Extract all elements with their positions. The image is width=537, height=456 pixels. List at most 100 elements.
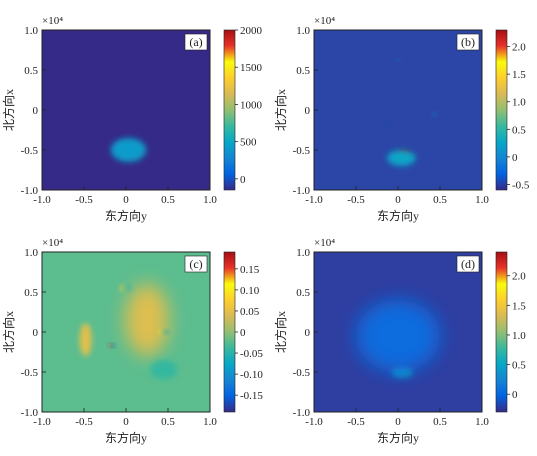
panel-a: (a) ×10⁴ 1.00.50-0.5-1.0 -1.0 -0.5 0 0.5 1.0… [1, 15, 263, 223]
colorbar-d [495, 251, 508, 413]
colorbar-tick-label-c-4: -0.05 [240, 348, 263, 360]
x-tick-label-c-2: 0 [123, 416, 129, 428]
y-tick-label-c-1: 0.5 [24, 287, 38, 299]
feature-c-0 [125, 284, 169, 356]
y-tick-label-c-3: -0.5 [21, 367, 39, 379]
colorbar-ticks-c: 0.15 0.10 0.05 0 -0.05 -0.10 -0.15 [235, 264, 263, 402]
colorbar-tick-label-d-1: 1.5 [512, 300, 526, 312]
panel-label-b: (b) [461, 35, 475, 49]
y-tick-label-d-4: -1.0 [293, 407, 311, 419]
axis-multiplier-d: ×10⁴ [314, 237, 335, 249]
colorbar-tick-label-c-0: 0.15 [240, 264, 260, 276]
plot-area-b [314, 30, 482, 190]
feature-c-3 [150, 360, 178, 380]
y-tick-label-d-3: -0.5 [293, 367, 311, 379]
colorbar-tick-label-a-1: 1500 [240, 62, 263, 74]
axis-multiplier-b: ×10⁴ [314, 15, 335, 27]
feature-b-2 [385, 122, 389, 126]
x-tick-label-b-3: 0.5 [433, 194, 447, 206]
colorbar-c [223, 251, 236, 413]
x-tick-label-d-0: -1.0 [305, 416, 323, 428]
features-c [79, 284, 178, 380]
x-tick-label-d-2: 0 [395, 416, 401, 428]
x-tick-label-c-0: -1.0 [33, 416, 51, 428]
features-d [356, 300, 440, 378]
colorbar-ticks-a: 2000 1500 1000 500 0 [235, 25, 263, 186]
panel-label-box-a [184, 33, 208, 51]
y-axis-label-a: 北方向x [1, 89, 16, 131]
x-ticks-b: -1.0 -0.5 0 0.5 1.0 [305, 186, 489, 206]
panel-b: (b) ×10⁴ 1.00.50-0.5-1.0 -1.0 -0.5 0 0.5 1.0… [273, 15, 530, 223]
x-tick-label-d-3: 0.5 [433, 416, 447, 428]
feature-c-6 [158, 330, 164, 334]
y-tick-label-c-2: 0 [33, 327, 39, 339]
features-a [110, 138, 147, 162]
x-ticks-a: -1.0 -0.5 0 0.5 1.0 [33, 186, 217, 206]
x-tick-label-a-4: 1.0 [203, 194, 217, 206]
features-b [385, 59, 436, 166]
feature-b-1 [387, 150, 416, 166]
colorbar-tick-label-b-4: 0 [512, 152, 518, 164]
y-ticks-d: 1.0 0.5 0 -0.5 -1.0 [293, 247, 318, 419]
y-axis-label-d: 北方向x [273, 311, 288, 353]
x-axis-label-d: 东方向y [377, 430, 419, 445]
x-tick-label-a-1: -0.5 [75, 194, 93, 206]
feature-b-4 [395, 59, 401, 62]
feature-c-8 [120, 285, 126, 291]
x-tick-label-b-2: 0 [395, 194, 401, 206]
feature-c-5 [108, 344, 112, 348]
y-tick-label-b-2: 0 [305, 105, 311, 117]
y-tick-label-a-1: 0.5 [24, 65, 38, 77]
plot-area-a [42, 30, 210, 190]
feature-b-3 [432, 112, 436, 116]
colorbar-a [223, 29, 236, 191]
axis-multiplier-c: ×10⁴ [42, 237, 63, 249]
y-axis-label-b: 北方向x [273, 89, 288, 131]
axis-multiplier-a: ×10⁴ [42, 15, 63, 27]
panel-label-box-c [184, 255, 208, 273]
feature-c-1 [79, 324, 92, 356]
x-axis-label-a: 东方向y [105, 208, 147, 223]
colorbar-tick-label-c-5: -0.10 [240, 369, 263, 381]
x-tick-label-c-3: 0.5 [161, 416, 175, 428]
x-ticks-c: -1.0 -0.5 0 0.5 1.0 [33, 408, 217, 428]
feature-c-9 [125, 285, 131, 291]
colorbar-tick-label-b-2: 1.0 [512, 97, 526, 109]
colorbar-tick-label-b-1: 1.5 [512, 69, 526, 81]
y-tick-label-b-1: 0.5 [296, 65, 310, 77]
panel-label-box-b [456, 33, 480, 51]
feature-c-7 [162, 330, 168, 334]
y-tick-label-a-0: 1.0 [24, 25, 38, 37]
colorbar-tick-label-c-1: 0.10 [240, 285, 260, 297]
colorbar-tick-label-a-2: 1000 [240, 99, 263, 111]
panel-label-c: (c) [189, 257, 202, 271]
colorbar-tick-label-b-3: 0.5 [512, 124, 526, 136]
colorbar-tick-label-c-3: 0 [240, 327, 246, 339]
colorbar-tick-label-c-2: 0.05 [240, 306, 260, 318]
y-tick-label-d-2: 0 [305, 327, 311, 339]
x-tick-label-d-4: 1.0 [475, 416, 489, 428]
x-axis-label-b: 东方向y [377, 208, 419, 223]
colorbar-tick-label-b-5: -0.5 [512, 179, 530, 191]
colorbar-ticks-b: 2.0 1.5 1.0 0.5 0 -0.5 [507, 42, 530, 191]
colorbar-tick-label-d-2: 1.0 [512, 330, 526, 342]
y-tick-label-c-0: 1.0 [24, 247, 38, 259]
x-axis-label-c: 东方向y [105, 430, 147, 445]
x-tick-label-b-4: 1.0 [475, 194, 489, 206]
colorbar-tick-label-d-3: 0.5 [512, 360, 526, 372]
y-tick-label-d-0: 1.0 [296, 247, 310, 259]
x-tick-label-b-0: -1.0 [305, 194, 323, 206]
x-ticks-d: -1.0 -0.5 0 0.5 1.0 [305, 408, 489, 428]
y-tick-label-d-1: 0.5 [296, 287, 310, 299]
panel-label-box-d [456, 255, 480, 273]
x-tick-label-a-2: 0 [123, 194, 129, 206]
feature-c-2 [83, 325, 89, 334]
colorbar-tick-label-a-3: 500 [240, 137, 257, 149]
y-tick-label-a-2: 0 [33, 105, 39, 117]
y-ticks-a: 1.0 0.5 0 -0.5 -1.0 [21, 25, 46, 197]
y-tick-label-b-4: -1.0 [293, 185, 311, 197]
x-tick-label-a-0: -1.0 [33, 194, 51, 206]
y-tick-label-b-0: 1.0 [296, 25, 310, 37]
panel-label-d: (d) [461, 257, 475, 271]
